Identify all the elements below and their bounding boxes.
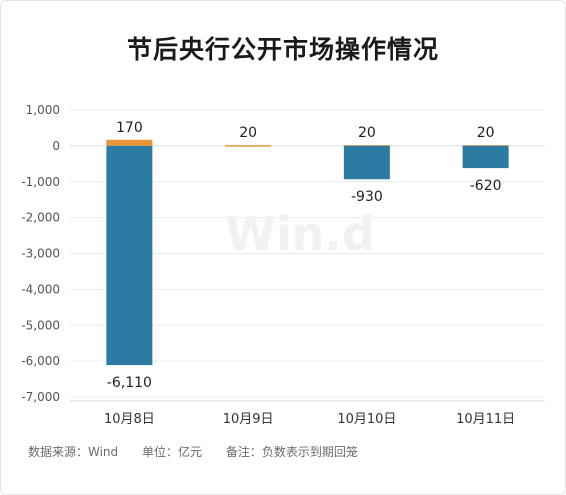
watermark-text: Win.d — [225, 207, 375, 261]
watermark: Win.d — [225, 207, 375, 261]
bar-negative — [462, 145, 509, 169]
x-tick-label: 10月10日 — [337, 412, 396, 427]
y-tick-label: -4,000 — [21, 282, 60, 296]
bars — [106, 139, 509, 366]
x-tick-label: 10月8日 — [104, 412, 155, 427]
bar-positive — [225, 145, 272, 147]
y-tick-label: -3,000 — [21, 247, 60, 261]
y-tick-label: -2,000 — [21, 211, 60, 225]
y-tick-label: -7,000 — [21, 390, 60, 404]
source-note: 数据来源：Wind — [28, 445, 119, 459]
y-axis-ticks: 1,000 0 -1,000 -2,000 -3,000 -4,000 -5,000 -6,0… — [21, 103, 60, 404]
bar-negative — [106, 145, 153, 366]
data-label: 170 — [116, 120, 143, 136]
unit-note: 单位：亿元 — [142, 445, 203, 459]
chart-title: 节后央行公开市场操作情况 — [126, 35, 439, 64]
y-tick-label: -5,000 — [21, 318, 60, 332]
y-tick-label: 1,000 — [26, 103, 60, 117]
data-label: 20 — [477, 125, 495, 141]
y-tick-label: 0 — [52, 139, 60, 153]
chart-footer: 数据来源：Wind 单位：亿元 备注：负数表示到期回笼 — [28, 443, 378, 460]
data-label: 20 — [239, 125, 257, 141]
data-label: 20 — [358, 125, 376, 141]
bar-positive — [106, 139, 153, 146]
data-label: -6,110 — [107, 375, 152, 391]
data-label: -930 — [351, 189, 383, 205]
data-label: -620 — [470, 178, 502, 194]
bar-negative — [343, 145, 390, 180]
x-tick-label: 10月9日 — [223, 412, 274, 427]
remark-note: 备注：负数表示到期回笼 — [225, 445, 358, 459]
y-tick-label: -1,000 — [21, 175, 60, 189]
x-tick-label: 10月11日 — [456, 412, 515, 427]
data-labels: 170 -6,110 20 20 -930 20 -620 — [107, 120, 502, 391]
y-tick-label: -6,000 — [21, 354, 60, 368]
x-axis-labels: 10月8日 10月9日 10月10日 10月11日 — [104, 412, 515, 427]
